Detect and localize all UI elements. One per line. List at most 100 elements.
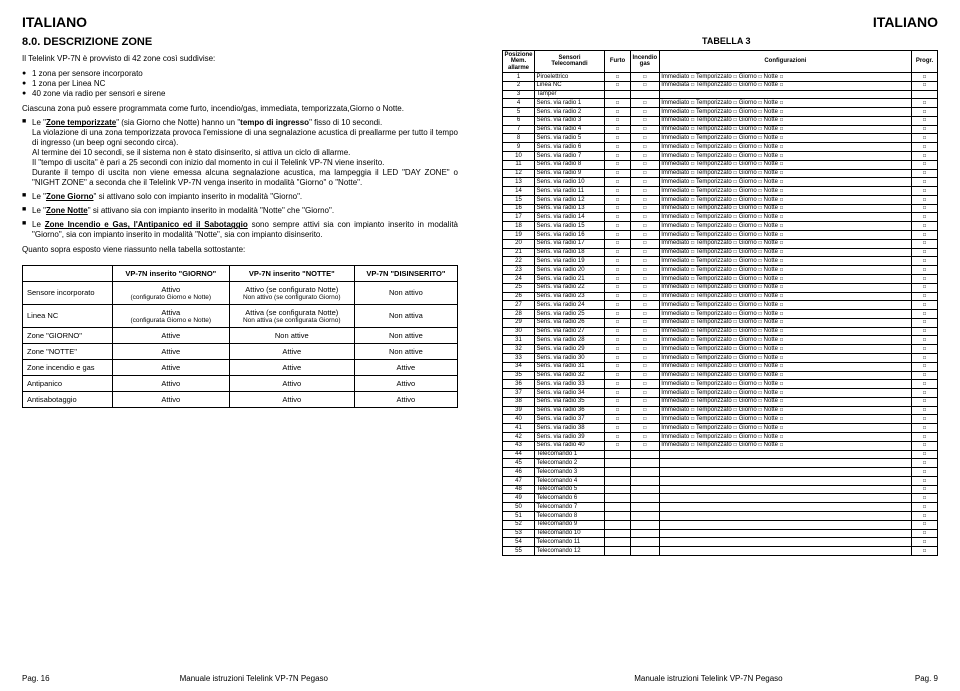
cell-pos: 50 bbox=[503, 503, 535, 512]
cell-furto: ☐ bbox=[605, 222, 631, 231]
cell-furto: ☐ bbox=[605, 310, 631, 319]
footer-title: Manuale istruzioni Telelink VP-7N Pegaso bbox=[502, 674, 915, 683]
cell: Attivo(configurato Giorno e Notte) bbox=[112, 281, 229, 304]
cell-config: Immediato ☐ Temporizzato ☐ Giorno ☐ Nott… bbox=[659, 345, 911, 354]
table-row: 19Sens. via radio 16☐☐Immediato ☐ Tempor… bbox=[503, 231, 938, 240]
cell-config bbox=[659, 529, 911, 538]
cell: Attive bbox=[229, 359, 354, 375]
cell-progr: ☐ bbox=[912, 485, 938, 494]
table-row: Sensore incorporatoAttivo(configurato Gi… bbox=[23, 281, 458, 304]
cell-config bbox=[659, 450, 911, 459]
table-row: 46Telecomando 3☐ bbox=[503, 468, 938, 477]
cell-progr: ☐ bbox=[912, 125, 938, 134]
cell-pos: 40 bbox=[503, 415, 535, 424]
cell-config: Immediato ☐ Temporizzato ☐ Giorno ☐ Nott… bbox=[659, 353, 911, 362]
cell-progr: ☐ bbox=[912, 99, 938, 108]
cell: Attiva(configurata Giorno e Notte) bbox=[112, 304, 229, 327]
table-row: 39Sens. via radio 36☐☐Immediato ☐ Tempor… bbox=[503, 406, 938, 415]
cell-furto: ☐ bbox=[605, 371, 631, 380]
cell-sensor: Sens. via radio 39 bbox=[535, 433, 605, 442]
cell-furto: ☐ bbox=[605, 257, 631, 266]
th: VP-7N inserito "GIORNO" bbox=[112, 265, 229, 281]
cell-progr: ☐ bbox=[912, 327, 938, 336]
cell: Attivo (se configurato Notte)Non attivo … bbox=[229, 281, 354, 304]
text: Le " bbox=[32, 118, 46, 127]
table-row: 8Sens. via radio 5☐☐Immediato ☐ Temporiz… bbox=[503, 134, 938, 143]
cell-sensor: Sens. via radio 30 bbox=[535, 353, 605, 362]
cell-sensor: Sens. via radio 32 bbox=[535, 371, 605, 380]
cell-sensor: Sens. via radio 15 bbox=[535, 222, 605, 231]
cell-pos: 37 bbox=[503, 389, 535, 398]
cell-incendio: ☐ bbox=[631, 292, 660, 301]
table-row: 17Sens. via radio 14☐☐Immediato ☐ Tempor… bbox=[503, 213, 938, 222]
cell-config: Immediato ☐ Temporizzato ☐ Giorno ☐ Nott… bbox=[659, 415, 911, 424]
cell-progr: ☐ bbox=[912, 450, 938, 459]
cell-incendio: ☐ bbox=[631, 108, 660, 117]
cell-config: Immediato ☐ Temporizzato ☐ Giorno ☐ Nott… bbox=[659, 327, 911, 336]
cell: Attivo bbox=[354, 391, 457, 407]
cell-config: Immediato ☐ Temporizzato ☐ Giorno ☐ Nott… bbox=[659, 292, 911, 301]
cell-incendio: ☐ bbox=[631, 81, 660, 90]
cell-pos: 53 bbox=[503, 529, 535, 538]
cell-sensor: Telecomando 5 bbox=[535, 485, 605, 494]
right-page: ITALIANO TABELLA 3 PosizioneMem. allarme… bbox=[480, 0, 960, 691]
cell-incendio: ☐ bbox=[631, 169, 660, 178]
cell-config: Immediato ☐ Temporizzato ☐ Giorno ☐ Nott… bbox=[659, 213, 911, 222]
table-3: PosizioneMem. allarme SensoriTelecomandi… bbox=[502, 50, 938, 556]
cell-progr: ☐ bbox=[912, 213, 938, 222]
cell-furto bbox=[605, 538, 631, 547]
cell-furto bbox=[605, 476, 631, 485]
cell-sensor: Sens. via radio 26 bbox=[535, 318, 605, 327]
cell-pos: 18 bbox=[503, 222, 535, 231]
table-row: 55Telecomando 12☐ bbox=[503, 547, 938, 556]
cell-incendio: ☐ bbox=[631, 274, 660, 283]
cell-furto: ☐ bbox=[605, 301, 631, 310]
cell-progr: ☐ bbox=[912, 459, 938, 468]
cell-pos: 8 bbox=[503, 134, 535, 143]
cell-furto: ☐ bbox=[605, 353, 631, 362]
cell-pos: 51 bbox=[503, 512, 535, 521]
cell-sensor: Sens. via radio 1 bbox=[535, 99, 605, 108]
cell-progr: ☐ bbox=[912, 345, 938, 354]
cell-incendio bbox=[631, 450, 660, 459]
cell-pos: 3 bbox=[503, 90, 535, 99]
cell-furto: ☐ bbox=[605, 81, 631, 90]
cell-furto: ☐ bbox=[605, 116, 631, 125]
cell: Non attive bbox=[229, 327, 354, 343]
cell-progr: ☐ bbox=[912, 380, 938, 389]
cell-config: Immediato ☐ Temporizzato ☐ Giorno ☐ Nott… bbox=[659, 301, 911, 310]
row-header: Antisabotaggio bbox=[23, 391, 113, 407]
cell-sensor: Telecomando 2 bbox=[535, 459, 605, 468]
cell-furto bbox=[605, 468, 631, 477]
cell-incendio: ☐ bbox=[631, 72, 660, 81]
page-num: Pag. 9 bbox=[915, 674, 938, 683]
cell-incendio bbox=[631, 90, 660, 99]
cell-sensor: Sens. via radio 21 bbox=[535, 274, 605, 283]
table-row: 47Telecomando 4☐ bbox=[503, 476, 938, 485]
table-row: Zone incendio e gasAttiveAttiveAttive bbox=[23, 359, 458, 375]
cell-furto: ☐ bbox=[605, 318, 631, 327]
cell-progr: ☐ bbox=[912, 353, 938, 362]
cell-config: Immediato ☐ Temporizzato ☐ Giorno ☐ Nott… bbox=[659, 362, 911, 371]
cell-sensor: Tamper bbox=[535, 90, 605, 99]
cell-config: Immediato ☐ Temporizzato ☐ Giorno ☐ Nott… bbox=[659, 99, 911, 108]
text: Zone Incendio e Gas, l'Antipanico ed il … bbox=[45, 220, 248, 229]
cell-pos: 10 bbox=[503, 152, 535, 161]
cell-progr: ☐ bbox=[912, 503, 938, 512]
cell-furto: ☐ bbox=[605, 406, 631, 415]
table-row: 24Sens. via radio 21☐☐Immediato ☐ Tempor… bbox=[503, 274, 938, 283]
cell-config: Immediato ☐ Temporizzato ☐ Giorno ☐ Nott… bbox=[659, 108, 911, 117]
cell-pos: 19 bbox=[503, 231, 535, 240]
list-item: Le "Zone temporizzate" (sia Giorno che N… bbox=[22, 118, 458, 188]
cell-progr: ☐ bbox=[912, 397, 938, 406]
cell-incendio: ☐ bbox=[631, 99, 660, 108]
cell-progr: ☐ bbox=[912, 494, 938, 503]
cell-sensor: Sens. via radio 28 bbox=[535, 336, 605, 345]
cell-progr: ☐ bbox=[912, 547, 938, 556]
cell-progr: ☐ bbox=[912, 195, 938, 204]
para: Ciascuna zona può essere programmata com… bbox=[22, 104, 458, 114]
cell-config: Immediato ☐ Temporizzato ☐ Giorno ☐ Nott… bbox=[659, 310, 911, 319]
cell-progr: ☐ bbox=[912, 512, 938, 521]
cell-pos: 22 bbox=[503, 257, 535, 266]
cell: Attivo bbox=[354, 375, 457, 391]
